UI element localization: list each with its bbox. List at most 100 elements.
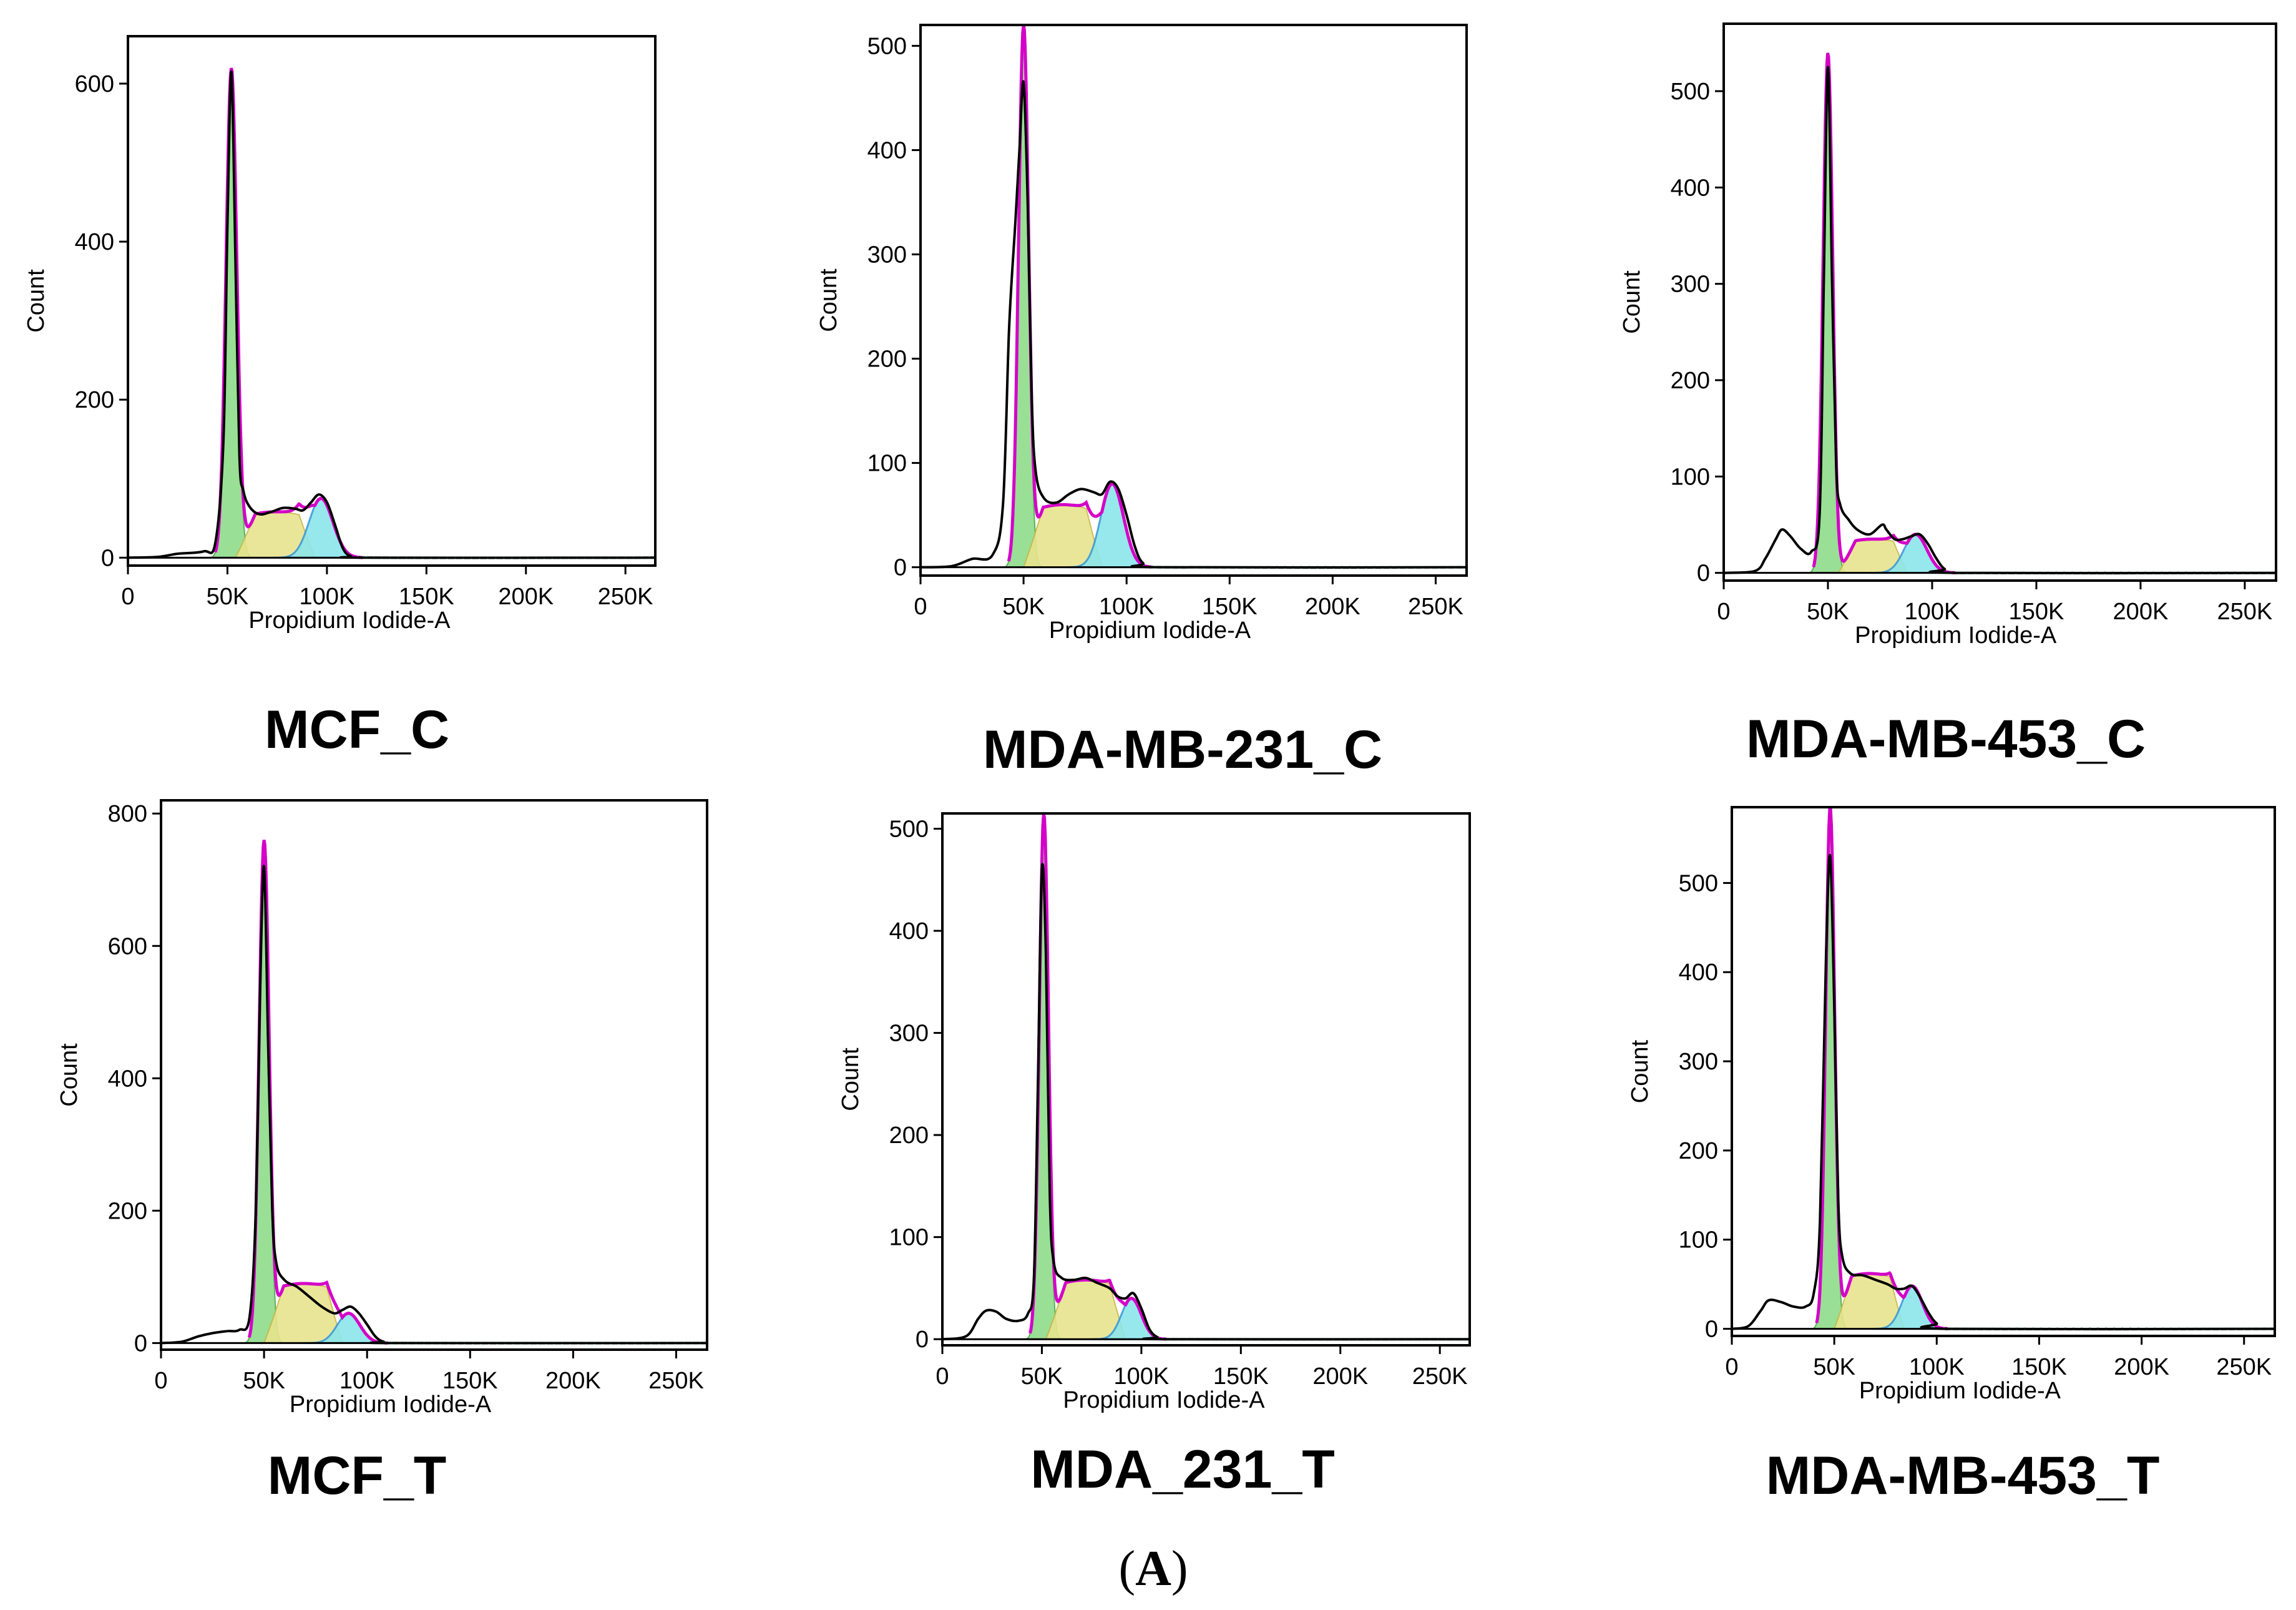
- panel-title-mcf-c: MCF_C: [264, 700, 450, 760]
- panel-title-mda-mb-231-c: MDA-MB-231_C: [982, 720, 1383, 780]
- x-axis-label: Propidium Iodide-A: [248, 607, 451, 634]
- chart-panel-3: 0 50K 100K 150K 200K 250K 0 100 200 300 400 500 Prop…: [1619, 22, 2277, 649]
- plot-area: [1724, 52, 2276, 575]
- y-tick-label: 400: [1679, 960, 1718, 986]
- x-tick-label: 150K: [399, 584, 454, 610]
- panel-title-mda-mb-453-t: MDA-MB-453_T: [1766, 1446, 2160, 1506]
- x-tick-label: 250K: [2216, 1354, 2272, 1380]
- y-tick-label: 500: [1679, 870, 1718, 896]
- y-tick-label: 0: [916, 1327, 929, 1353]
- x-axis-label: Propidium Iodide-A: [1063, 1387, 1265, 1413]
- x-tick-label: 50K: [1807, 599, 1849, 625]
- y-axis-label: Count: [816, 268, 842, 332]
- y-tick-label: 300: [889, 1021, 929, 1047]
- x-tick-label: 100K: [1909, 1354, 1965, 1380]
- histogram-data-line: [128, 70, 655, 559]
- plot-frame: [941, 812, 1471, 1347]
- y-tick-label: 400: [108, 1066, 147, 1092]
- y-tick-label: 200: [1679, 1138, 1718, 1164]
- x-tick-label: 50K: [1002, 594, 1045, 620]
- x-axis-label: Propidium Iodide-A: [1859, 1378, 2061, 1404]
- x-tick-label: 200K: [1305, 594, 1361, 620]
- plot-area: [128, 67, 655, 559]
- g1-peak-fill: [204, 67, 258, 559]
- histogram-data-line: [942, 863, 1470, 1341]
- g1-peak-fill: [999, 25, 1048, 568]
- y-tick-label: 300: [1671, 272, 1710, 298]
- histogram-data-line: [921, 80, 1467, 569]
- y-axis-label: Count: [1627, 1039, 1653, 1103]
- x-tick-label: 200K: [498, 584, 554, 610]
- y-axis-label: Count: [23, 269, 49, 333]
- y-axis-label: Count: [1619, 270, 1645, 334]
- y-tick-label: 200: [1671, 368, 1710, 394]
- y-tick-label: 400: [889, 918, 929, 945]
- histogram-data-line: [161, 865, 707, 1345]
- x-tick-label: 100K: [1905, 599, 1960, 625]
- panel-title-mda-231-t: MDA_231_T: [1030, 1440, 1335, 1500]
- y-tick-label: 400: [867, 137, 907, 164]
- plot-frame: [1731, 806, 2276, 1337]
- y-tick-label: 400: [75, 229, 114, 255]
- x-tick-label: 100K: [340, 1368, 395, 1394]
- y-tick-label: 500: [1671, 79, 1710, 105]
- y-tick-label: 500: [867, 33, 907, 59]
- x-tick-label: 250K: [1412, 1363, 1468, 1390]
- plot-frame: [160, 799, 708, 1351]
- plot-area: [1732, 807, 2275, 1331]
- figure-label: (A): [1118, 1541, 1188, 1596]
- y-tick-label: 600: [75, 71, 114, 97]
- y-tick-label: 0: [1697, 561, 1710, 587]
- x-tick-label: 150K: [1213, 1363, 1269, 1390]
- plot-frame: [919, 24, 1468, 577]
- x-tick-label: 50K: [243, 1368, 285, 1394]
- x-tick-label: 50K: [1021, 1363, 1063, 1390]
- x-tick-label: 0: [1717, 599, 1730, 625]
- y-tick-label: 0: [101, 545, 114, 571]
- chart-panel-6: 0 50K 100K 150K 200K 250K 0 100 200 300 400 500 Prop…: [1627, 806, 2276, 1404]
- x-axis-label: Propidium Iodide-A: [1855, 622, 2057, 649]
- x-tick-label: 100K: [299, 584, 354, 610]
- g1-peak-fill: [239, 840, 289, 1344]
- x-tick-label: 50K: [1813, 1354, 1855, 1380]
- y-tick-label: 500: [889, 817, 929, 843]
- x-tick-label: 0: [154, 1368, 167, 1394]
- histogram-data-line: [1724, 66, 2276, 575]
- y-tick-label: 300: [1679, 1049, 1718, 1075]
- x-tick-label: 100K: [1099, 594, 1155, 620]
- x-tick-label: 100K: [1113, 1363, 1169, 1390]
- x-axis-label: Propidium Iodide-A: [1049, 617, 1251, 644]
- x-tick-label: 150K: [2009, 599, 2064, 625]
- x-tick-label: 200K: [2114, 1354, 2169, 1380]
- g1-peak-fill: [1804, 52, 1852, 574]
- y-tick-label: 100: [867, 451, 907, 477]
- y-tick-label: 0: [1705, 1317, 1718, 1343]
- chart-panel-1: 0 50K 100K 150K 200K 250K 0 200 400 600 Propidium …: [23, 35, 657, 634]
- y-tick-label: 600: [108, 933, 147, 960]
- x-tick-label: 250K: [2217, 599, 2273, 625]
- plot-area: [942, 813, 1470, 1341]
- x-tick-label: 150K: [1202, 594, 1258, 620]
- chart-panel-5: 0 50K 100K 150K 200K 250K 0 100 200 300 400 500 Prop…: [838, 812, 1471, 1413]
- x-tick-label: 150K: [442, 1368, 498, 1394]
- x-tick-label: 250K: [1408, 594, 1463, 620]
- y-tick-label: 0: [134, 1330, 147, 1357]
- chart-panel-2: 0 50K 100K 150K 200K 250K 0 100 200 300 400 500 Prop…: [816, 24, 1468, 644]
- y-tick-label: 800: [108, 801, 147, 827]
- y-tick-label: 200: [889, 1122, 929, 1149]
- plot-area: [161, 840, 707, 1345]
- x-axis-label: Propidium Iodide-A: [290, 1392, 492, 1418]
- chart-panel-4: 0 50K 100K 150K 200K 250K 0 200 400 600 800 Propidi…: [56, 799, 708, 1418]
- plot-frame: [127, 35, 657, 567]
- x-tick-label: 250K: [598, 584, 653, 610]
- x-tick-label: 150K: [2011, 1354, 2067, 1380]
- panel-title-mcf-t: MCF_T: [267, 1446, 447, 1506]
- panel-title-mda-mb-453-c: MDA-MB-453_C: [1746, 709, 2146, 769]
- y-tick-label: 300: [867, 242, 907, 268]
- x-tick-label: 50K: [207, 584, 249, 610]
- x-tick-label: 200K: [1312, 1363, 1368, 1390]
- y-tick-label: 100: [1679, 1227, 1718, 1254]
- x-tick-label: 200K: [2113, 599, 2169, 625]
- histogram-data-line: [1732, 853, 2275, 1331]
